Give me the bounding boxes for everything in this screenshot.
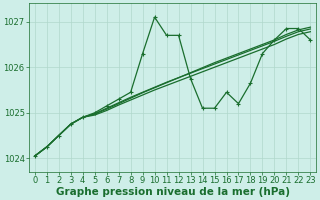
X-axis label: Graphe pression niveau de la mer (hPa): Graphe pression niveau de la mer (hPa) xyxy=(56,187,290,197)
